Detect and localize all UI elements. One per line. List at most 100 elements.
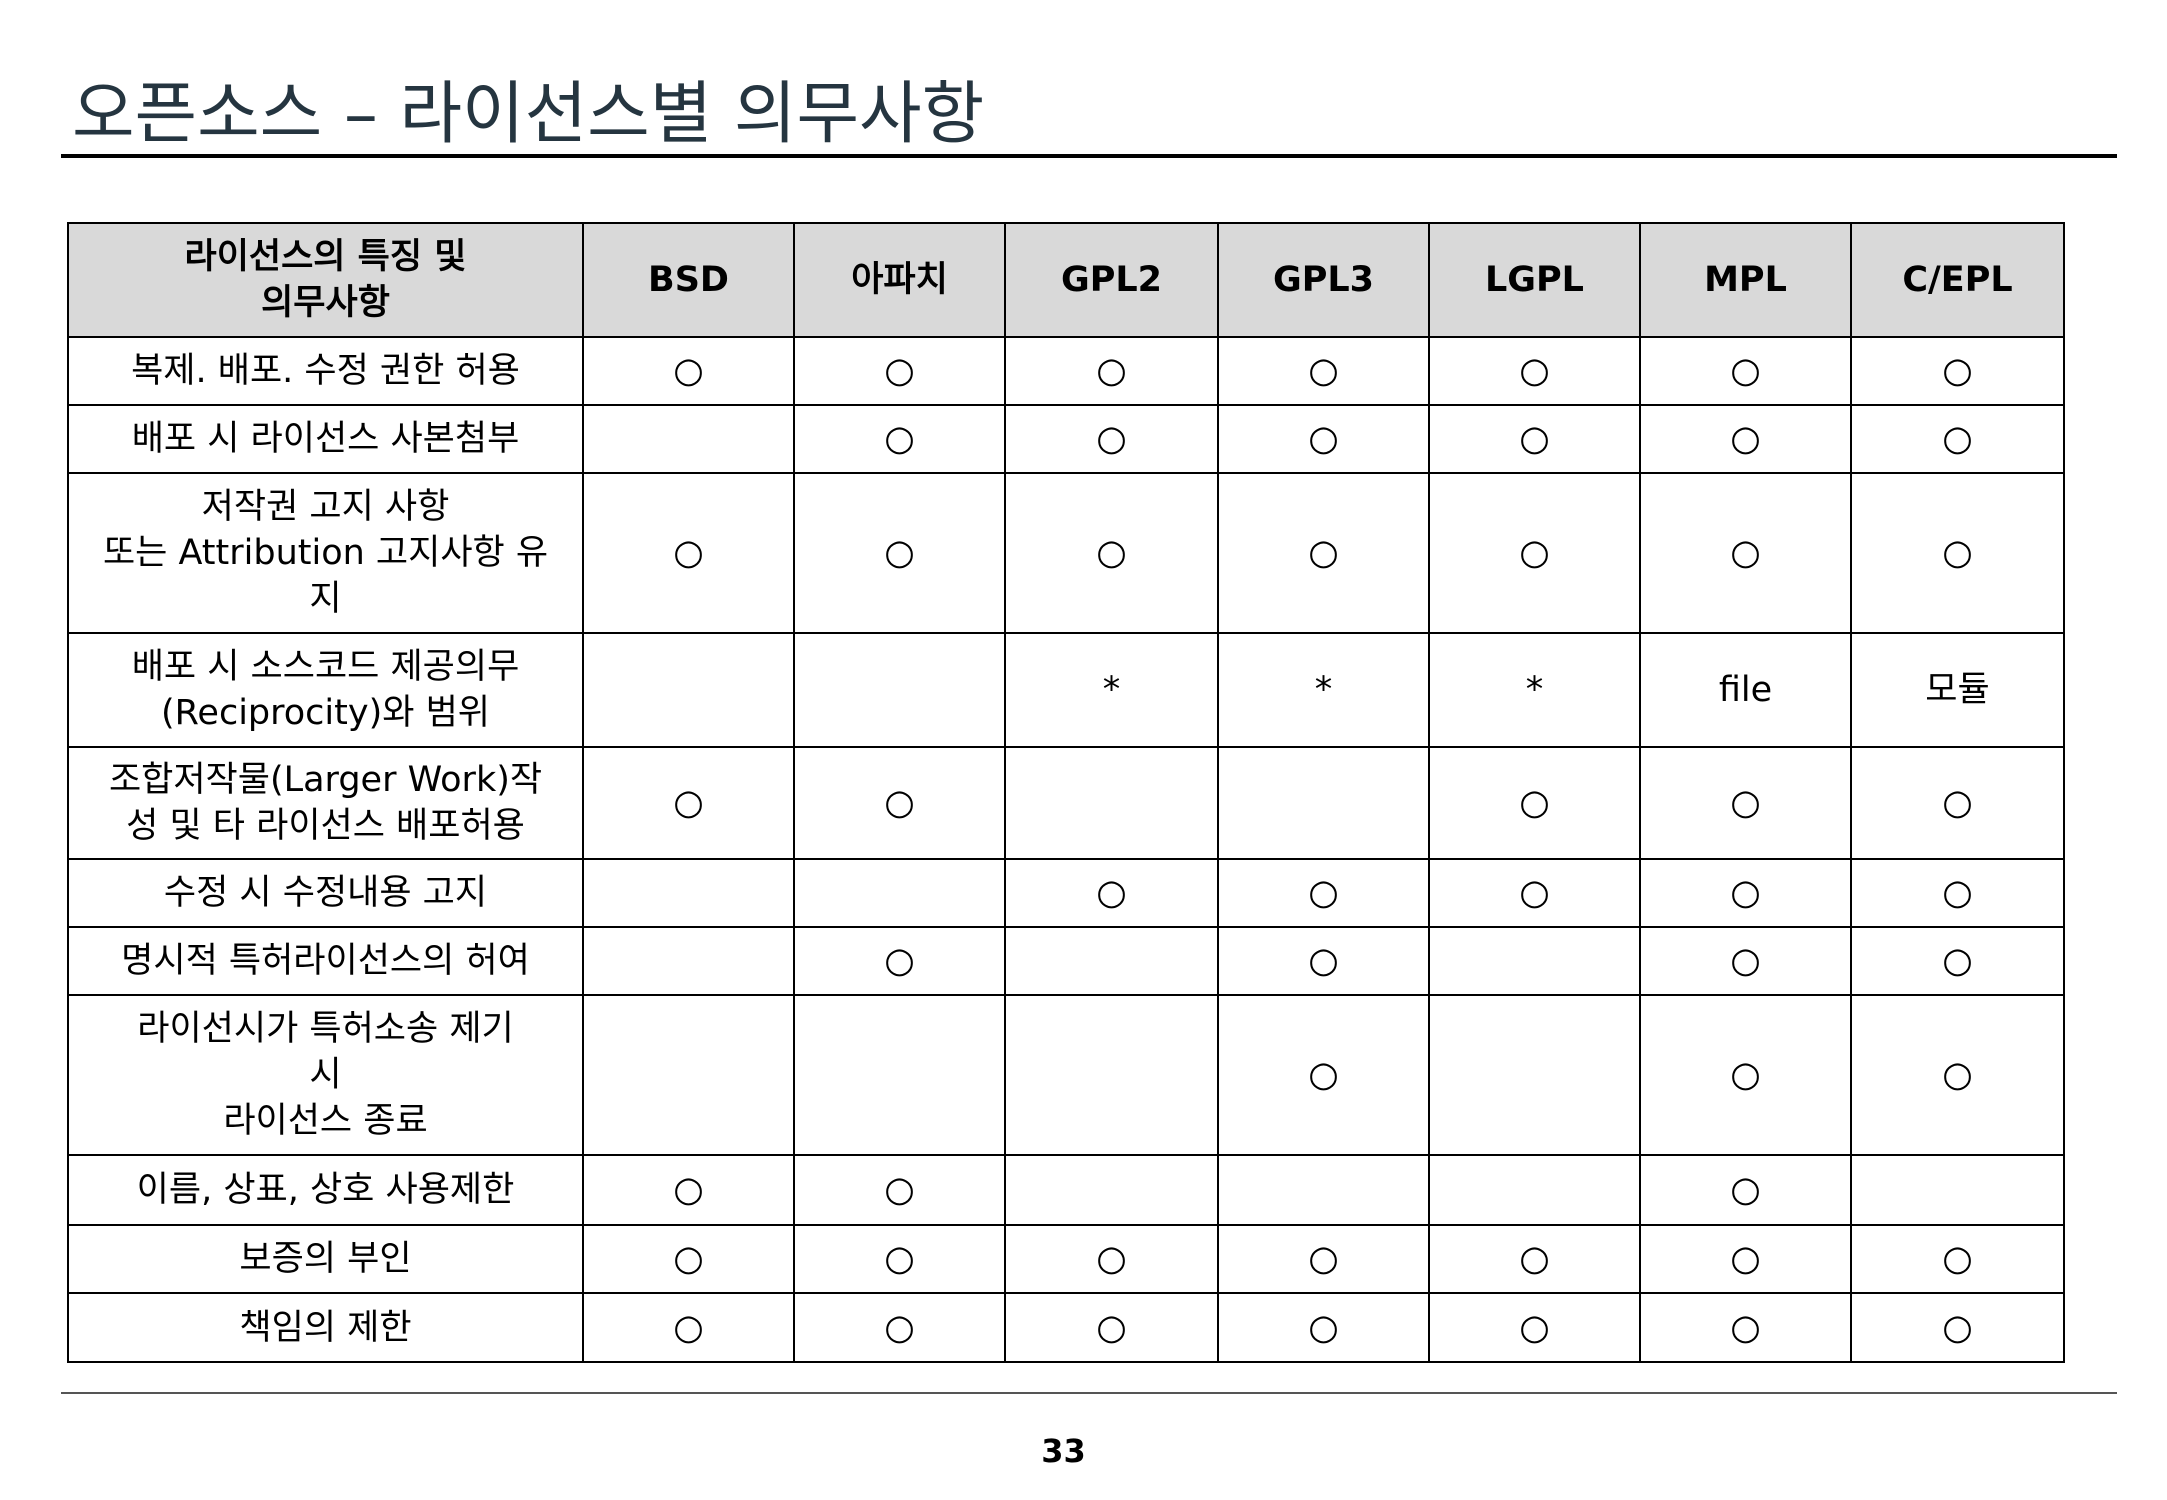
cell: * [1428,632,1641,748]
cell: ○ [1004,1292,1219,1363]
table-row: 배포 시 라이선스 사본첨부 ○ ○ ○ ○ ○ ○ [67,404,2065,474]
table-body: 복제. 배포. 수정 권한 허용 ○ ○ ○ ○ ○ ○ ○ 배포 시 라이선스 사본첨부 ○ ○ ○… [67,336,2065,1363]
row-label: 책임의 제한 [67,1292,584,1363]
row-label: 라이선시가 특허소송 제기 시 라이선스 종료 [67,994,584,1156]
table-row: 복제. 배포. 수정 권한 허용 ○ ○ ○ ○ ○ ○ ○ [67,336,2065,406]
cell: ○ [1004,1224,1219,1294]
cell: ○ [793,1292,1006,1363]
cell: * [1004,632,1219,748]
title-rule [61,154,2117,158]
cell [1428,926,1641,996]
cell [793,858,1006,928]
cell: 모듈 [1850,632,2065,748]
cell: ○ [1217,1292,1430,1363]
row-label: 저작권 고지 사항 또는 Attribution 고지사항 유 지 [67,472,584,634]
slide-title: 오픈소스 – 라이선스별 의무사항 [72,75,985,154]
column-header: BSD [582,222,795,338]
cell [582,858,795,928]
cell: ○ [1639,926,1852,996]
cell: ○ [1217,336,1430,406]
cell: ○ [1639,746,1852,860]
row-label: 복제. 배포. 수정 권한 허용 [67,336,584,406]
cell: ○ [1639,994,1852,1156]
cell [1217,746,1430,860]
column-header: LGPL [1428,222,1641,338]
cell: ○ [1428,336,1641,406]
cell: ○ [1639,1154,1852,1226]
cell: ○ [793,472,1006,634]
table-row: 이름, 상표, 상호 사용제한 ○ ○ ○ [67,1154,2065,1226]
cell: ○ [1639,1292,1852,1363]
cell: ○ [1428,858,1641,928]
cell: ○ [1217,1224,1430,1294]
cell: * [1217,632,1430,748]
cell: ○ [793,1224,1006,1294]
row-label: 이름, 상표, 상호 사용제한 [67,1154,584,1226]
cell: ○ [1428,1224,1641,1294]
row-label: 수정 시 수정내용 고지 [67,858,584,928]
cell: ○ [1004,336,1219,406]
cell: ○ [1428,1292,1641,1363]
cell: ○ [1850,746,2065,860]
cell [1004,926,1219,996]
cell: ○ [582,1154,795,1226]
footer-rule [61,1392,2117,1394]
cell: ○ [793,336,1006,406]
cell: ○ [1004,858,1219,928]
table-row: 라이선시가 특허소송 제기 시 라이선스 종료 ○ ○ ○ [67,994,2065,1156]
table-row: 수정 시 수정내용 고지 ○ ○ ○ ○ ○ [67,858,2065,928]
table-row: 저작권 고지 사항 또는 Attribution 고지사항 유 지 ○ ○ ○ ○ ○ ○ ○ [67,472,2065,634]
cell: ○ [1639,404,1852,474]
cell: ○ [1850,1224,2065,1294]
cell [582,926,795,996]
cell: ○ [1639,1224,1852,1294]
row-label: 조합저작물(Larger Work)작 성 및 타 라이선스 배포허용 [67,746,584,860]
cell: ○ [793,404,1006,474]
page-number: 33 [1041,1432,1086,1470]
cell: ○ [1639,336,1852,406]
column-header: GPL2 [1004,222,1219,338]
cell: ○ [793,926,1006,996]
cell: ○ [793,746,1006,860]
header-row: 라이선스의 특징 및 의무사항 BSD 아파치 GPL2 GPL3 LGPL MPL C/EP… [67,222,2065,338]
cell: ○ [1850,1292,2065,1363]
cell: ○ [1850,926,2065,996]
column-header: C/EPL [1850,222,2065,338]
table-row: 조합저작물(Larger Work)작 성 및 타 라이선스 배포허용 ○ ○ ○ ○ ○ [67,746,2065,860]
cell [1428,994,1641,1156]
table-row: 책임의 제한 ○ ○ ○ ○ ○ ○ ○ [67,1292,2065,1363]
cell: ○ [582,746,795,860]
table-row: 명시적 특허라이선스의 허여 ○ ○ ○ ○ [67,926,2065,996]
cell: ○ [1850,404,2065,474]
cell: ○ [1428,404,1641,474]
cell: ○ [793,1154,1006,1226]
cell: ○ [1217,994,1430,1156]
row-label: 보증의 부인 [67,1224,584,1294]
cell: ○ [1217,858,1430,928]
cell [582,404,795,474]
cell: ○ [1217,472,1430,634]
obligation-table: 라이선스의 특징 및 의무사항 BSD 아파치 GPL2 GPL3 LGPL MPL C/EP… [67,222,2065,1363]
cell [793,994,1006,1156]
cell: ○ [1428,746,1641,860]
cell [582,632,795,748]
cell: ○ [1004,404,1219,474]
cell: ○ [582,336,795,406]
cell [1428,1154,1641,1226]
row-label: 명시적 특허라이선스의 허여 [67,926,584,996]
row-label: 배포 시 소스코드 제공의무 (Reciprocity)와 범위 [67,632,584,748]
cell [1004,994,1219,1156]
cell: ○ [1850,336,2065,406]
column-header: 아파치 [793,222,1006,338]
cell: ○ [1850,472,2065,634]
cell [582,994,795,1156]
cell [1004,746,1219,860]
cell [1850,1154,2065,1226]
cell: ○ [1639,472,1852,634]
cell: ○ [1217,926,1430,996]
row-label: 배포 시 라이선스 사본첨부 [67,404,584,474]
column-header: GPL3 [1217,222,1430,338]
cell: ○ [1217,404,1430,474]
table-row: 배포 시 소스코드 제공의무 (Reciprocity)와 범위 * * * file 모… [67,632,2065,748]
